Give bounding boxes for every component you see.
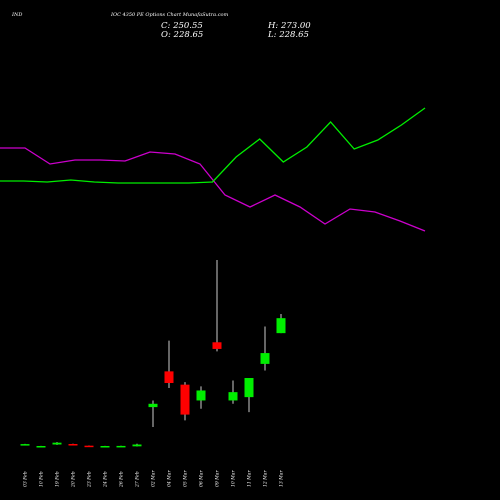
x-tick-label: 05 Mar <box>183 470 189 487</box>
candle-body <box>148 403 158 408</box>
close-label: C: 250.55 <box>161 21 203 31</box>
open-label: O: 228.65 <box>161 30 203 40</box>
x-tick-label: 11 Mar <box>247 470 253 487</box>
candle-body <box>52 442 62 445</box>
candle-body <box>132 444 142 447</box>
x-tick-label: 26 Feb <box>119 471 125 488</box>
x-tick-label: 03 Feb <box>23 471 29 487</box>
x-tick-label: 27 Feb <box>135 471 141 488</box>
x-tick-label: 20 Feb <box>71 471 77 488</box>
x-tick-label: 04 Mar <box>167 470 173 487</box>
x-tick-label: 02 Mar <box>151 470 157 487</box>
candle-body <box>68 444 78 446</box>
candle-body <box>36 446 46 448</box>
x-tick-labels: 03 Feb 10 Feb 19 Feb 20 Feb 23 Feb 24 Feb 26 F… <box>23 470 285 488</box>
chart-title-right: IOC 4350 PE Options Chart MunafaSutra.co… <box>110 12 229 18</box>
chart-title-left: IND <box>11 12 22 18</box>
candle-body <box>164 371 174 384</box>
candle-body <box>20 444 30 446</box>
candle-body <box>260 353 270 364</box>
candles-group <box>20 260 286 448</box>
x-tick-label: 09 Mar <box>215 470 221 487</box>
x-tick-label: 10 Mar <box>231 470 237 487</box>
candle-body <box>84 445 94 448</box>
candle-body <box>276 318 286 334</box>
candle-body <box>100 446 110 448</box>
x-tick-label: 24 Feb <box>103 471 109 488</box>
candle-body <box>244 378 254 398</box>
high-label: H: 273.00 <box>267 21 311 31</box>
candle-body <box>180 384 190 415</box>
x-tick-label: 12 Mar <box>263 470 269 487</box>
low-label: L: 228.65 <box>267 30 309 40</box>
candle-body <box>116 445 126 448</box>
x-tick-label: 06 Mar <box>199 470 205 487</box>
x-tick-label: 23 Feb <box>87 471 93 488</box>
candle-body <box>196 390 206 401</box>
indicator-lines <box>0 107 426 232</box>
x-tick-label: 19 Feb <box>55 471 61 487</box>
x-tick-label: 13 Mar <box>279 470 285 487</box>
green-line <box>0 107 426 184</box>
candle-body <box>212 342 222 349</box>
candle-body <box>228 392 238 401</box>
magenta-line <box>0 147 426 232</box>
x-tick-label: 10 Feb <box>39 471 45 487</box>
